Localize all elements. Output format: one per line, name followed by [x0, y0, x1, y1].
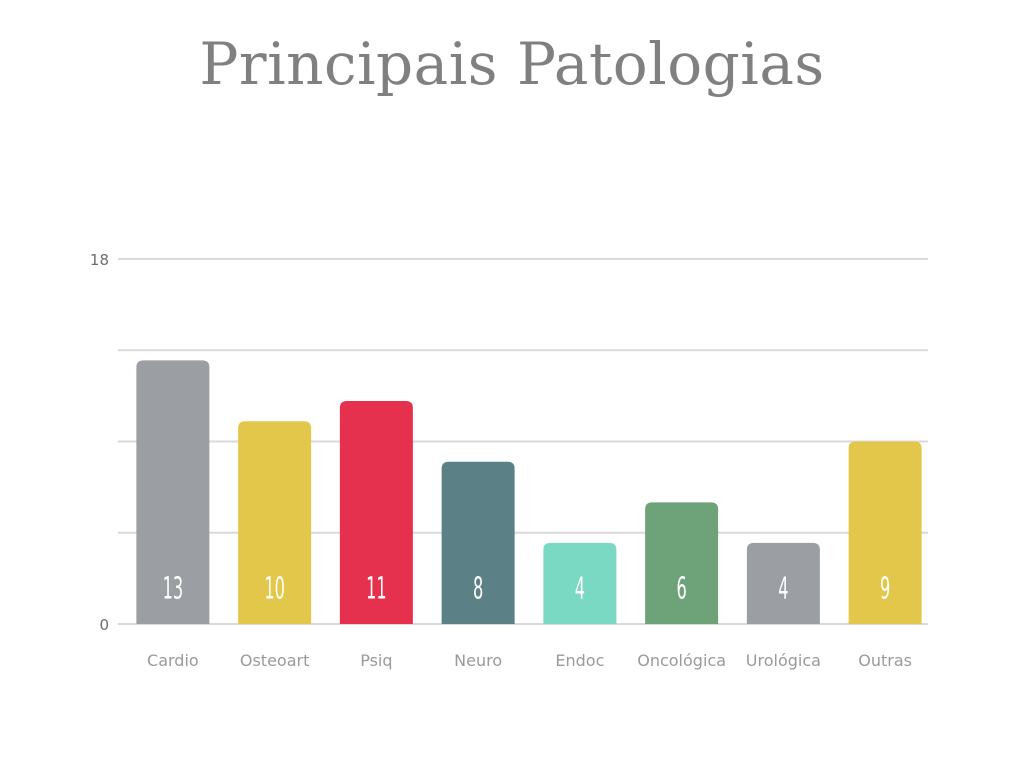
category-label: Neuro: [454, 651, 502, 670]
bar-oncol-gica: [645, 502, 719, 624]
y-axis-ticks: 0 18: [90, 251, 109, 634]
data-label: 13: [163, 571, 184, 606]
category-label: Cardio: [147, 651, 199, 670]
data-label: 6: [676, 571, 686, 606]
page-title: Principais Patologias: [199, 30, 825, 98]
category-label: Outras: [858, 651, 912, 670]
data-label: 9: [880, 571, 890, 606]
y-tick-label: 0: [99, 616, 109, 634]
category-label: Osteoart: [240, 651, 310, 670]
data-label: 4: [575, 571, 585, 606]
bar-osteoart: [238, 421, 312, 624]
category-labels: Cardio Osteoart Psiq Neuro Endoc Oncológica Ur…: [147, 651, 912, 670]
bar-psiq: [339, 400, 413, 624]
category-label: Endoc: [555, 651, 604, 670]
bar-endoc: [543, 542, 617, 624]
bar-cardio: [136, 360, 210, 624]
data-label: 4: [778, 571, 788, 606]
bar-urol-gica: [746, 542, 820, 624]
bars: [136, 360, 922, 624]
data-label: 11: [366, 571, 387, 606]
category-label: Oncológica: [637, 651, 726, 670]
category-label: Urológica: [746, 651, 821, 670]
data-labels: 13 10 11 8 4 6 4 9: [163, 571, 891, 606]
bar-neuro: [441, 461, 515, 624]
bar-outras: [848, 441, 922, 624]
data-label: 10: [264, 571, 285, 606]
data-label: 8: [473, 571, 483, 606]
category-label: Psiq: [360, 651, 392, 670]
y-tick-label: 18: [90, 251, 109, 269]
